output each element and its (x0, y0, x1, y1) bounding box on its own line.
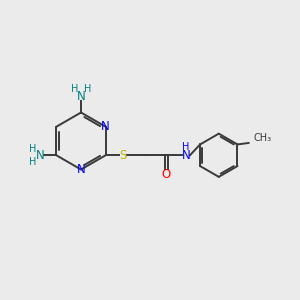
Text: N: N (101, 120, 110, 133)
Text: O: O (162, 168, 171, 181)
Text: N: N (76, 163, 85, 176)
Text: H: H (84, 83, 91, 94)
Text: H: H (182, 142, 190, 152)
Text: CH₃: CH₃ (253, 134, 271, 143)
Text: N: N (182, 149, 190, 162)
Text: H: H (71, 83, 78, 94)
Text: N: N (36, 149, 45, 162)
Text: N: N (76, 90, 85, 104)
Text: H: H (29, 144, 36, 154)
Text: S: S (119, 149, 127, 162)
Text: H: H (29, 157, 36, 167)
